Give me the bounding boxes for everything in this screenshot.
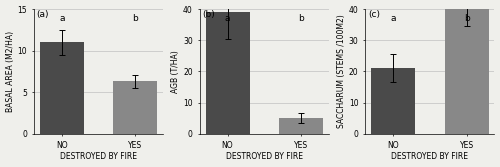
Bar — [40, 42, 84, 134]
Y-axis label: SACCHARUM (STEMS /100M2): SACCHARUM (STEMS /100M2) — [337, 15, 346, 128]
X-axis label: DESTROYED BY FIRE: DESTROYED BY FIRE — [392, 152, 468, 161]
Bar — [279, 118, 323, 134]
Text: a: a — [390, 14, 396, 23]
Text: (a): (a) — [36, 10, 49, 19]
Text: b: b — [298, 14, 304, 23]
Text: b: b — [132, 14, 138, 23]
Text: (b): (b) — [202, 10, 215, 19]
Bar — [372, 68, 416, 134]
Text: b: b — [464, 14, 469, 23]
Y-axis label: AGB (T/HA): AGB (T/HA) — [171, 50, 180, 93]
Bar — [444, 9, 488, 134]
Text: a: a — [225, 14, 230, 23]
Y-axis label: BASAL AREA (M2/HA): BASAL AREA (M2/HA) — [6, 31, 15, 112]
Text: (c): (c) — [368, 10, 380, 19]
X-axis label: DESTROYED BY FIRE: DESTROYED BY FIRE — [226, 152, 302, 161]
X-axis label: DESTROYED BY FIRE: DESTROYED BY FIRE — [60, 152, 137, 161]
Text: a: a — [59, 14, 64, 23]
Bar — [113, 81, 157, 134]
Bar — [206, 12, 250, 134]
